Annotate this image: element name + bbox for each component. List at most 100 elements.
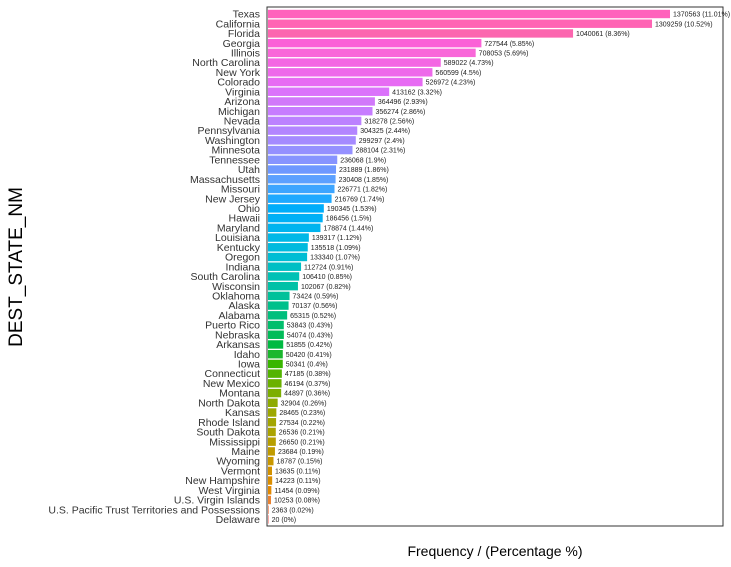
data-label: 139317 (1.12%) xyxy=(312,235,362,242)
bar xyxy=(268,19,653,28)
bar xyxy=(268,223,321,233)
category-label: Virginia xyxy=(225,86,260,98)
data-label: 26650 (0.21%) xyxy=(279,439,325,446)
category-label: Michigan xyxy=(218,106,260,118)
category-label: Wyoming xyxy=(216,456,260,468)
data-label: 356274 (2.86%) xyxy=(376,109,426,116)
data-label: 299297 (2.4%) xyxy=(359,138,405,145)
bar xyxy=(268,437,276,446)
data-label: 53843 (0.43%) xyxy=(287,323,333,330)
category-label: Oklahoma xyxy=(212,290,260,302)
bar xyxy=(268,29,574,38)
category-label: Kansas xyxy=(225,407,260,419)
bar xyxy=(268,126,358,135)
y-axis-title: DEST_STATE_NM xyxy=(6,187,27,347)
data-label: 413162 (3.32%) xyxy=(392,89,442,96)
bar xyxy=(268,447,275,456)
category-label: Oregon xyxy=(225,252,260,264)
data-label: 11454 (0.09%) xyxy=(274,488,319,495)
bar xyxy=(268,330,284,339)
category-label: Arizona xyxy=(224,96,260,108)
category-label: South Carolina xyxy=(191,271,261,283)
data-label: 14223 (0.11%) xyxy=(275,478,320,485)
category-label: Puerto Rico xyxy=(205,320,260,332)
category-label: Montana xyxy=(219,388,260,400)
category-label: Georgia xyxy=(223,38,261,50)
bar xyxy=(268,418,277,427)
data-label: 27534 (0.22%) xyxy=(279,420,325,427)
bar xyxy=(268,369,282,378)
category-label: South Dakota xyxy=(196,427,260,439)
category-label: Connecticut xyxy=(205,368,261,380)
data-label: 106410 (0.85%) xyxy=(302,274,352,281)
data-label: 231889 (1.86%) xyxy=(339,167,389,174)
bar xyxy=(268,291,290,301)
category-label: Tennessee xyxy=(209,154,260,166)
bar xyxy=(268,398,278,407)
bar xyxy=(268,272,300,281)
category-label: New Hampshire xyxy=(185,475,260,487)
data-label: 1040061 (8.36%) xyxy=(576,31,630,38)
data-label: 65315 (0.52%) xyxy=(290,313,336,320)
data-label: 230408 (1.85%) xyxy=(339,177,389,184)
category-label: U.S. Virgin Islands xyxy=(174,495,260,507)
category-labels-group: TexasCaliforniaFloridaGeorgiaIllinoisNor… xyxy=(48,9,260,526)
bar xyxy=(268,155,338,164)
bar xyxy=(268,204,324,213)
bar xyxy=(268,340,284,349)
bar xyxy=(268,58,441,67)
data-label: 20 (0%) xyxy=(272,517,297,524)
bar xyxy=(268,252,308,262)
bar xyxy=(268,379,282,388)
category-label: Massachusetts xyxy=(190,174,260,186)
category-label: Illinois xyxy=(231,47,260,59)
data-label: 708053 (5.69%) xyxy=(479,50,529,57)
data-label: 51855 (0.42%) xyxy=(286,342,332,349)
category-label: West Virginia xyxy=(199,485,261,497)
bar xyxy=(268,456,274,466)
bar xyxy=(268,165,337,174)
bar xyxy=(268,359,283,369)
data-label: 102067 (0.82%) xyxy=(301,284,351,291)
category-label: Kentucky xyxy=(217,242,261,254)
category-label: Colorado xyxy=(217,77,260,89)
category-label: Maryland xyxy=(217,222,260,234)
bar xyxy=(268,427,276,437)
category-label: Washington xyxy=(205,135,260,147)
category-label: Missouri xyxy=(221,184,260,196)
data-label: 133340 (1.07%) xyxy=(310,255,360,262)
category-label: Indiana xyxy=(226,261,261,273)
data-label: 216769 (1.74%) xyxy=(335,196,385,203)
bar xyxy=(268,301,289,310)
data-label: 727544 (5.85%) xyxy=(484,41,534,48)
bar xyxy=(268,136,356,145)
data-label: 318278 (2.56%) xyxy=(364,119,414,126)
category-label: New Jersey xyxy=(205,193,261,205)
bar xyxy=(268,486,272,495)
data-label: 589022 (4.73%) xyxy=(444,60,494,67)
category-label: Nevada xyxy=(224,116,260,128)
category-label: Arkansas xyxy=(216,339,260,351)
bar xyxy=(268,77,423,87)
data-label: 32904 (0.26%) xyxy=(281,400,327,407)
data-label: 364496 (2.93%) xyxy=(378,99,428,106)
data-label: 50341 (0.4%) xyxy=(286,362,328,369)
data-label: 44897 (0.36%) xyxy=(284,391,330,398)
category-label: Texas xyxy=(233,9,260,21)
category-label: Idaho xyxy=(234,349,260,361)
category-label: New Mexico xyxy=(203,378,260,390)
category-label: New York xyxy=(216,67,261,79)
bar xyxy=(268,107,373,116)
bar xyxy=(268,495,272,505)
category-label: Hawaii xyxy=(228,213,260,225)
category-label: North Carolina xyxy=(192,57,260,69)
data-label: 23684 (0.19%) xyxy=(278,449,324,456)
data-label: 178874 (1.44%) xyxy=(323,225,373,232)
bar xyxy=(268,408,277,417)
bar xyxy=(268,388,282,398)
bar xyxy=(268,466,272,476)
data-label: 54074 (0.43%) xyxy=(287,332,333,339)
data-label: 2363 (0.02%) xyxy=(272,507,314,514)
x-axis-title: Frequency / (Percentage %) xyxy=(407,543,582,559)
